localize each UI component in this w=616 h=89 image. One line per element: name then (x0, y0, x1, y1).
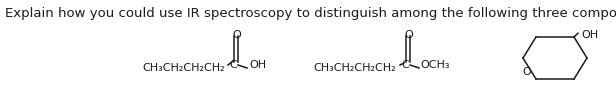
Text: Explain how you could use IR spectroscopy to distinguish among the following thr: Explain how you could use IR spectroscop… (5, 7, 616, 20)
Text: O: O (233, 30, 241, 40)
Text: OCH₃: OCH₃ (420, 60, 450, 70)
Text: OH: OH (249, 60, 266, 70)
Text: C: C (229, 60, 237, 70)
Text: CH₃CH₂CH₂CH₂: CH₃CH₂CH₂CH₂ (313, 63, 395, 73)
Text: OH: OH (581, 30, 598, 40)
Text: C: C (401, 60, 409, 70)
Text: CH₃CH₂CH₂CH₂: CH₃CH₂CH₂CH₂ (142, 63, 225, 73)
Text: O: O (522, 67, 532, 77)
Text: O: O (405, 30, 413, 40)
